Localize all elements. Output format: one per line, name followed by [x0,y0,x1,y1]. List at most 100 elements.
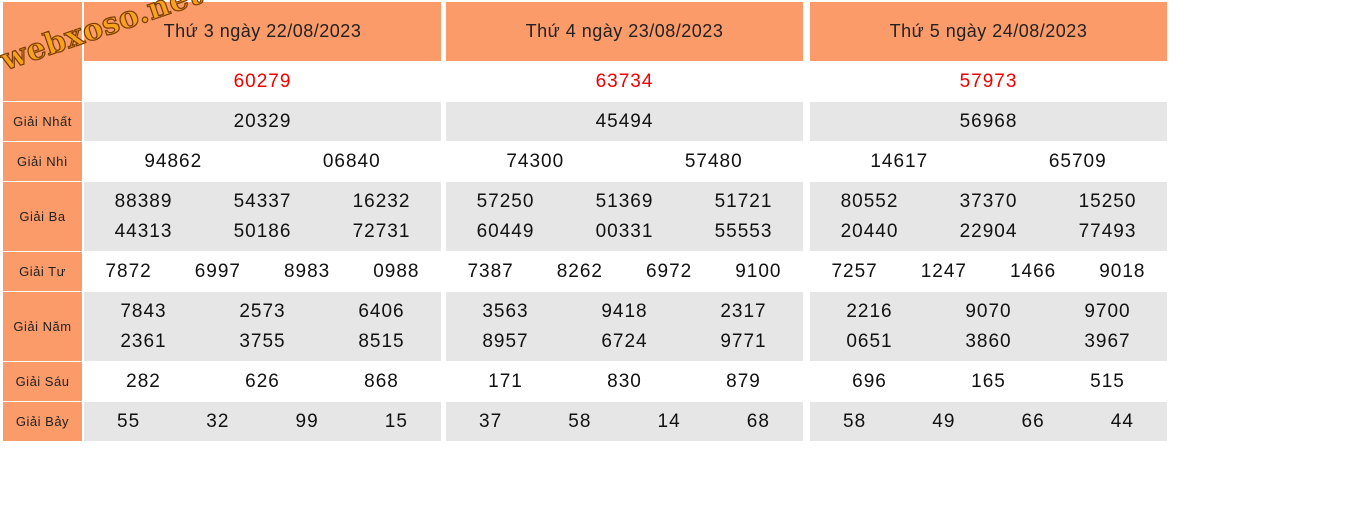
prize-number: 6406 [358,300,405,322]
prize-cell: 7872 6997 8983 0988 [84,252,441,291]
prize-numbers: 80552 37370 15250 20440 22904 77493 [810,191,1167,243]
prize-number: 3563 [482,300,529,322]
prize-numbers: 88389 54337 16232 44313 50186 72731 [84,191,441,243]
prize-number: 14 [657,410,681,432]
prize-number: 2573 [239,300,286,322]
prize-number: 55553 [714,220,773,242]
prize-number: 7387 [467,260,514,282]
prize-number: 8515 [358,330,405,352]
prize-number: 8983 [283,260,331,282]
prize-number: 22904 [959,220,1018,242]
prize-cell: 282 626 868 [84,362,441,401]
prize-number: 57480 [684,150,743,172]
prize-number: 515 [1090,370,1125,392]
prize-number: 57250 [476,190,535,212]
prize-cell: 3563 9418 2317 8957 6724 9771 [446,292,803,361]
prize-cell: 56968 [810,102,1167,141]
prize-number: 6997 [194,260,242,282]
prize-cell: 7387 8262 6972 9100 [446,252,803,291]
corner-cell [3,2,82,101]
special-cell: 63734 [446,62,803,101]
prize-number: 0651 [846,330,893,352]
prize-cell: 58 49 66 44 [810,402,1167,441]
prize-number: 74300 [506,150,565,172]
prize-numbers: 74300 57480 [446,151,803,173]
day-header: Thứ 3 ngày 22/08/2023 [84,2,441,61]
prize-numbers: 696 165 515 [810,371,1167,393]
prize-number: 1247 [920,260,968,282]
prize-number: 6724 [601,330,648,352]
prize-number: 9070 [965,300,1012,322]
prize-label: Giải Ba [3,182,82,251]
prize-number: 9018 [1099,260,1146,282]
prize-number: 51369 [595,190,654,212]
prize-cell: 171 830 879 [446,362,803,401]
prize-numbers: 7872 6997 8983 0988 [84,261,441,283]
prize-number: 9418 [601,300,648,322]
prize-number: 626 [245,370,280,392]
prize-number: 72731 [352,220,411,242]
prize-numbers: 171 830 879 [446,371,803,393]
prize-numbers: 94862 06840 [84,151,441,173]
prize-number: 3755 [239,330,286,352]
prize-number: 16232 [352,190,411,212]
prize-number: 58 [843,410,867,432]
prize-number: 14617 [870,150,929,172]
prize-numbers: 7257 1247 1466 9018 [810,261,1167,283]
prize-number: 65709 [1048,150,1107,172]
prize-number: 7872 [105,260,152,282]
prize-label: Giải Bảy [3,402,82,441]
prize-number: 8262 [556,260,604,282]
prize-number: 879 [726,370,761,392]
prize-number: 66 [1021,410,1045,432]
prize-number: 2317 [720,300,767,322]
special-number: 60279 [233,70,292,92]
prize-number: 55 [117,410,141,432]
prize-number: 3860 [965,330,1012,352]
prize-number: 60449 [476,220,535,242]
prize-number: 15250 [1078,190,1137,212]
prize-numbers: 56968 [810,111,1167,133]
prize-number: 9100 [735,260,782,282]
prize-numbers: 3563 9418 2317 8957 6724 9771 [446,301,803,353]
prize-number: 2216 [846,300,893,322]
prize-numbers: 58 49 66 44 [810,411,1167,433]
prize-cell: 74300 57480 [446,142,803,181]
prize-label: Giải Sáu [3,362,82,401]
prize-numbers: 7387 8262 6972 9100 [446,261,803,283]
prize-number: 696 [852,370,887,392]
prize-number: 9771 [720,330,767,352]
prize-cell: 14617 65709 [810,142,1167,181]
prize-numbers: 55 32 99 15 [84,411,441,433]
prize-number: 37 [479,410,503,432]
prize-number: 44 [1110,410,1134,432]
prize-number: 99 [295,410,319,432]
prize-number: 49 [932,410,956,432]
prize-number: 3967 [1084,330,1131,352]
prize-number: 45494 [595,110,654,132]
prize-number: 868 [364,370,399,392]
prize-cell: 80552 37370 15250 20440 22904 77493 [810,182,1167,251]
prize-numbers: 14617 65709 [810,151,1167,173]
prize-number: 54337 [233,190,292,212]
prize-numbers: 37 58 14 68 [446,411,803,433]
prize-number: 20440 [840,220,899,242]
prize-number: 2361 [120,330,167,352]
prize-number: 37370 [959,190,1018,212]
prize-number: 88389 [114,190,173,212]
day-header: Thứ 5 ngày 24/08/2023 [810,2,1167,61]
prize-number: 77493 [1078,220,1137,242]
prize-number: 51721 [714,190,773,212]
special-number: 57973 [959,70,1018,92]
prize-numbers: 282 626 868 [84,371,441,393]
prize-number: 06840 [322,150,381,172]
prize-number: 830 [607,370,642,392]
day-header: Thứ 4 ngày 23/08/2023 [446,2,803,61]
prize-cell: 94862 06840 [84,142,441,181]
prize-label: Giải Tư [3,252,82,291]
prize-cell: 7257 1247 1466 9018 [810,252,1167,291]
prize-cell: 2216 9070 9700 0651 3860 3967 [810,292,1167,361]
special-cell: 57973 [810,62,1167,101]
prize-label: Giải Nhì [3,142,82,181]
prize-number: 58 [568,410,592,432]
